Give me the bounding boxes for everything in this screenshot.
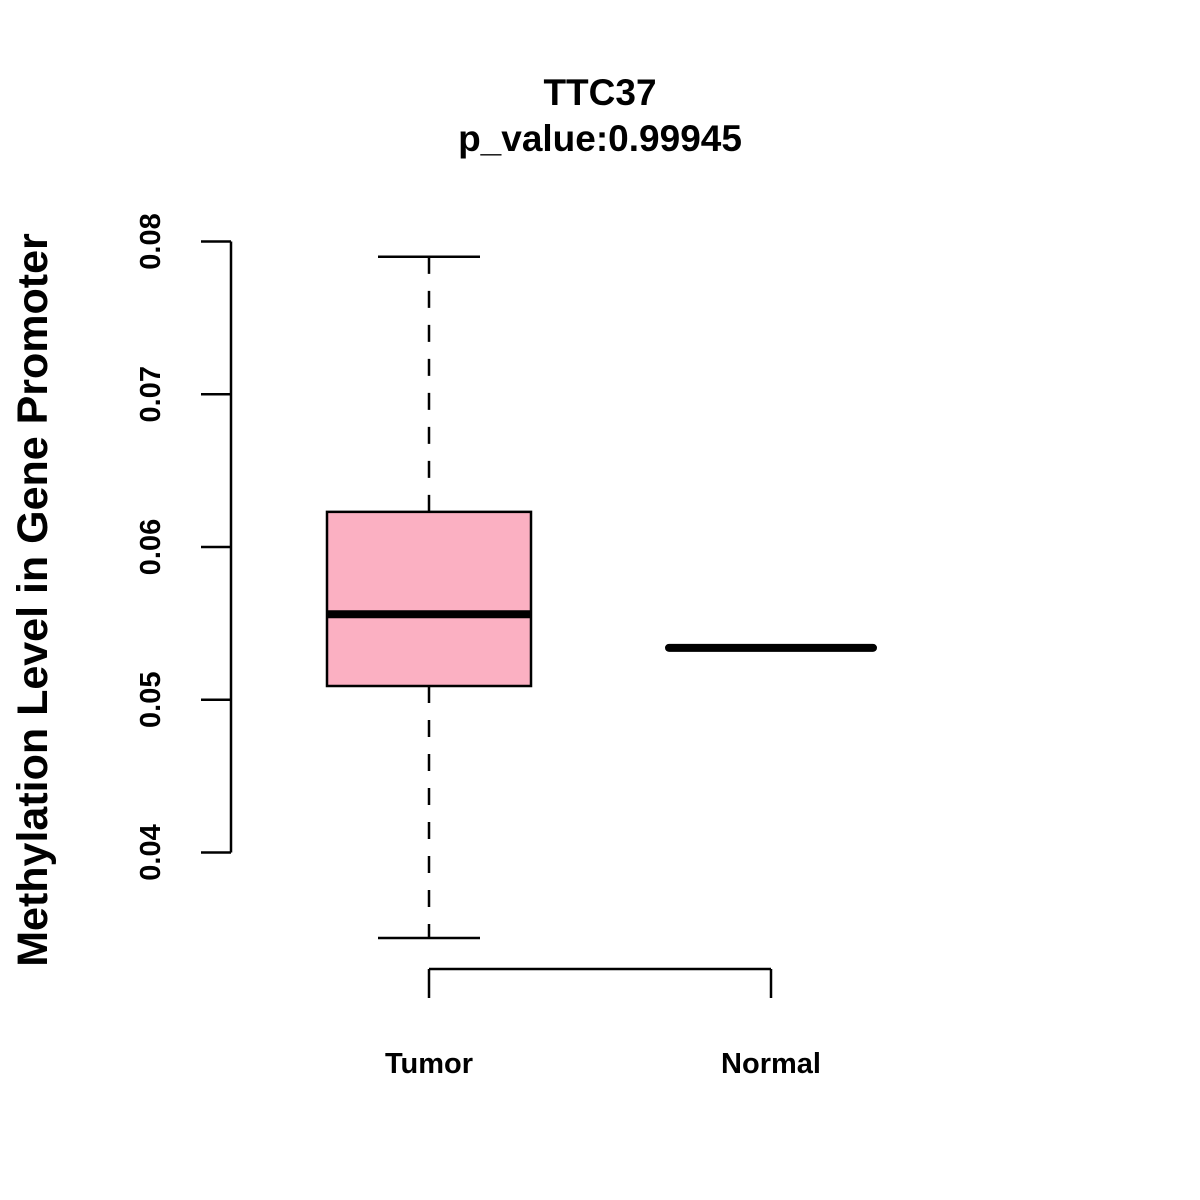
x-tick-label: Tumor xyxy=(385,1048,473,1080)
x-axis: Tumor Normal xyxy=(385,967,821,1080)
y-axis: 0.04 0.05 0.06 0.07 0.08 xyxy=(135,213,233,881)
box-iqr xyxy=(325,510,533,688)
x-tick-label: Normal xyxy=(721,1048,821,1080)
y-tick-label: 0.08 xyxy=(135,213,167,269)
boxes-group xyxy=(325,255,877,940)
chart-title: TTC37 xyxy=(543,72,656,113)
y-tick-label: 0.07 xyxy=(135,366,167,422)
y-tick-label: 0.04 xyxy=(135,824,167,880)
y-tick-label: 0.05 xyxy=(135,672,167,728)
y-axis-label: Methylation Level in Gene Promoter xyxy=(9,233,57,967)
chart-title-group: TTC37 p_value:0.99945 xyxy=(458,72,742,159)
chart-subtitle: p_value:0.99945 xyxy=(458,118,742,159)
box-tumor xyxy=(325,255,533,940)
y-tick-label: 0.06 xyxy=(135,519,167,575)
